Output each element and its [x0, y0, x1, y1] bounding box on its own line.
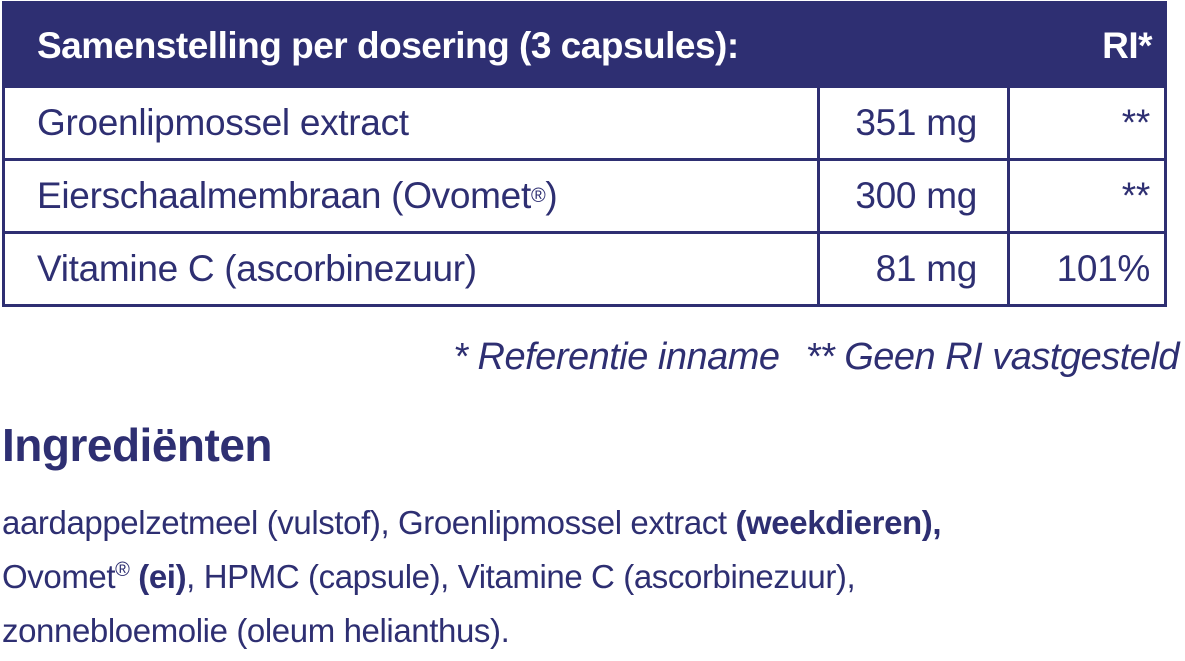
ingredient-name: Groenlipmossel extract — [37, 102, 409, 143]
ri-value: 101% — [1056, 248, 1151, 289]
ri-cell: ** — [1010, 161, 1164, 231]
ingredients-part-2: Ovomet — [2, 558, 116, 595]
ri-value: ** — [1121, 102, 1151, 143]
amount-value: 81 mg — [875, 248, 978, 289]
footnote: * Referentie inname ** Geen RI vastgestel… — [453, 336, 1179, 379]
composition-table: Samenstelling per dosering (3 capsules):… — [2, 1, 1167, 307]
no-ri-footnote: ** Geen RI vastgesteld — [805, 336, 1180, 378]
table-body: Groenlipmossel extract 351 mg ** Eiersch… — [5, 88, 1164, 304]
amount-cell: 300 mg — [820, 161, 1010, 231]
ingredient-name-suffix: ) — [545, 175, 558, 216]
amount-cell: 81 mg — [820, 234, 1010, 304]
table-row: Eierschaalmembraan (Ovomet ®) 300 mg ** — [5, 158, 1164, 231]
ri-footnote: * Referentie inname — [453, 336, 780, 378]
ingredient-name: Vitamine C (ascorbinezuur) — [37, 248, 477, 289]
ri-cell: 101% — [1010, 234, 1164, 304]
header-label: Samenstelling per dosering (3 capsules): — [37, 25, 739, 66]
ingredients-part-1: aardappelzetmeel (vulstof), Groenlipmoss… — [2, 504, 736, 541]
amount-value: 300 mg — [855, 175, 977, 216]
ingredient-name-cell: Groenlipmossel extract — [5, 88, 820, 158]
ingredient-name-cell: Vitamine C (ascorbinezuur) — [5, 234, 820, 304]
ingredients-part-3: , HPMC (capsule), Vitamine C (ascorbinez… — [186, 558, 856, 595]
table-row: Groenlipmossel extract 351 mg ** — [5, 88, 1164, 158]
allergen-shellfish: (weekdieren), — [735, 504, 942, 541]
table-header: Samenstelling per dosering (3 capsules):… — [5, 4, 1164, 88]
ingredients-title: Ingrediënten — [2, 419, 273, 471]
ri-value: ** — [1121, 175, 1151, 216]
allergen-egg: (ei) — [138, 558, 187, 595]
amount-value: 351 mg — [855, 102, 977, 143]
ingredient-name: Eierschaalmembraan (Ovomet — [37, 175, 531, 216]
ingredients-part-4: zonnebloemolie (oleum helianthus). — [2, 612, 510, 649]
ingredient-name-cell: Eierschaalmembraan (Ovomet ®) — [5, 161, 820, 231]
header-ri: RI* — [1102, 25, 1152, 66]
ri-cell: ** — [1010, 88, 1164, 158]
ingredients-space — [129, 558, 138, 595]
ingredients-text: aardappelzetmeel (vulstof), Groenlipmoss… — [2, 496, 1177, 658]
table-row: Vitamine C (ascorbinezuur) 81 mg 101% — [5, 231, 1164, 304]
amount-cell: 351 mg — [820, 88, 1010, 158]
registered-mark: ® — [115, 559, 130, 581]
